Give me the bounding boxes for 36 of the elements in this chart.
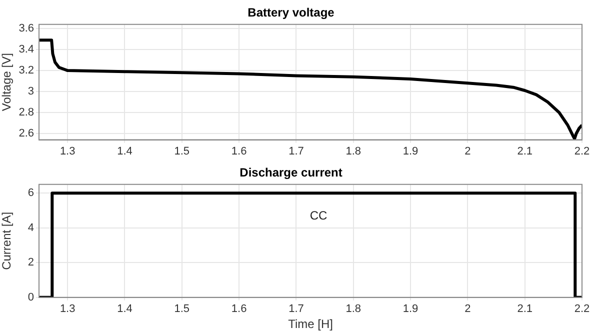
y-tick-label: 6 — [28, 187, 34, 200]
y-tick-label: 3 — [28, 86, 34, 98]
y-axis-title: Current [A] — [0, 212, 14, 270]
x-tick-label: 1.4 — [117, 303, 132, 316]
x-tick-label: 2.1 — [517, 303, 532, 316]
y-tick-label: 3.4 — [18, 44, 34, 56]
y-tick-label: 3.6 — [18, 22, 34, 35]
chart-title: Discharge current — [240, 166, 342, 180]
x-tick-label: 1.5 — [174, 145, 190, 158]
x-tick-label: 1.8 — [346, 145, 362, 158]
x-tick-label: 2.2 — [574, 145, 590, 158]
annotation: CC — [310, 208, 328, 222]
x-axis-title: Time [H] — [288, 317, 333, 332]
x-tick-label: 1.9 — [402, 303, 418, 316]
y-tick-label: 3.2 — [18, 64, 34, 77]
x-tick-label: 2.2 — [574, 303, 590, 316]
x-tick-label: 1.5 — [174, 303, 190, 316]
x-tick-label: 1.4 — [117, 145, 132, 158]
y-tick-label: 4 — [28, 222, 34, 234]
y-axis-title: Voltage [V] — [0, 53, 14, 112]
x-tick-label: 1.9 — [402, 145, 418, 158]
x-tick-label: 2 — [464, 303, 471, 316]
x-tick-label: 1.6 — [231, 303, 247, 316]
x-tick-label: 1.6 — [231, 145, 247, 158]
y-tick-label: 0 — [28, 291, 34, 304]
y-tick-label: 2.6 — [18, 128, 34, 140]
x-tick-label: 2.1 — [517, 145, 532, 158]
chart-title: Battery voltage — [248, 6, 335, 20]
x-tick-label: 2 — [464, 145, 471, 158]
x-tick-label: 1.8 — [346, 303, 362, 316]
x-tick-label: 1.3 — [60, 145, 76, 158]
x-tick-label: 1.7 — [288, 303, 304, 316]
x-tick-label: 1.3 — [60, 303, 76, 316]
y-tick-label: 2.8 — [18, 106, 34, 119]
x-tick-label: 1.7 — [288, 145, 304, 158]
y-tick-label: 2 — [28, 256, 34, 269]
